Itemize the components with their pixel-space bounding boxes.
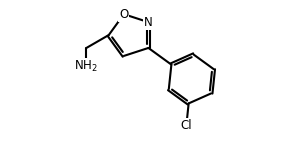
Text: N: N xyxy=(144,16,153,29)
Text: O: O xyxy=(119,8,128,21)
Text: NH$_2$: NH$_2$ xyxy=(74,59,98,74)
Text: Cl: Cl xyxy=(181,119,192,132)
